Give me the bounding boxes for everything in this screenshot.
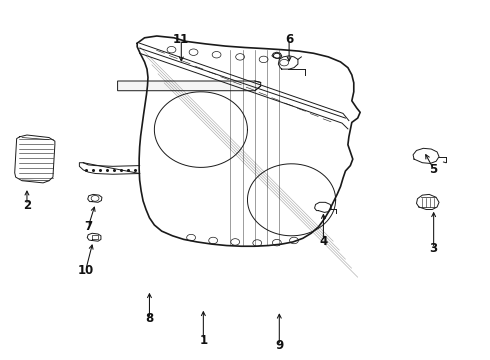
Text: 7: 7: [84, 220, 92, 233]
Text: 2: 2: [23, 199, 31, 212]
Text: 9: 9: [275, 339, 283, 352]
Text: 6: 6: [285, 33, 293, 46]
Text: 8: 8: [146, 312, 153, 325]
Text: 5: 5: [430, 163, 438, 176]
Text: 10: 10: [77, 264, 94, 276]
Text: 11: 11: [173, 33, 190, 46]
Text: 3: 3: [430, 242, 438, 255]
Text: 1: 1: [199, 334, 207, 347]
Polygon shape: [118, 81, 261, 91]
Text: 4: 4: [319, 235, 327, 248]
